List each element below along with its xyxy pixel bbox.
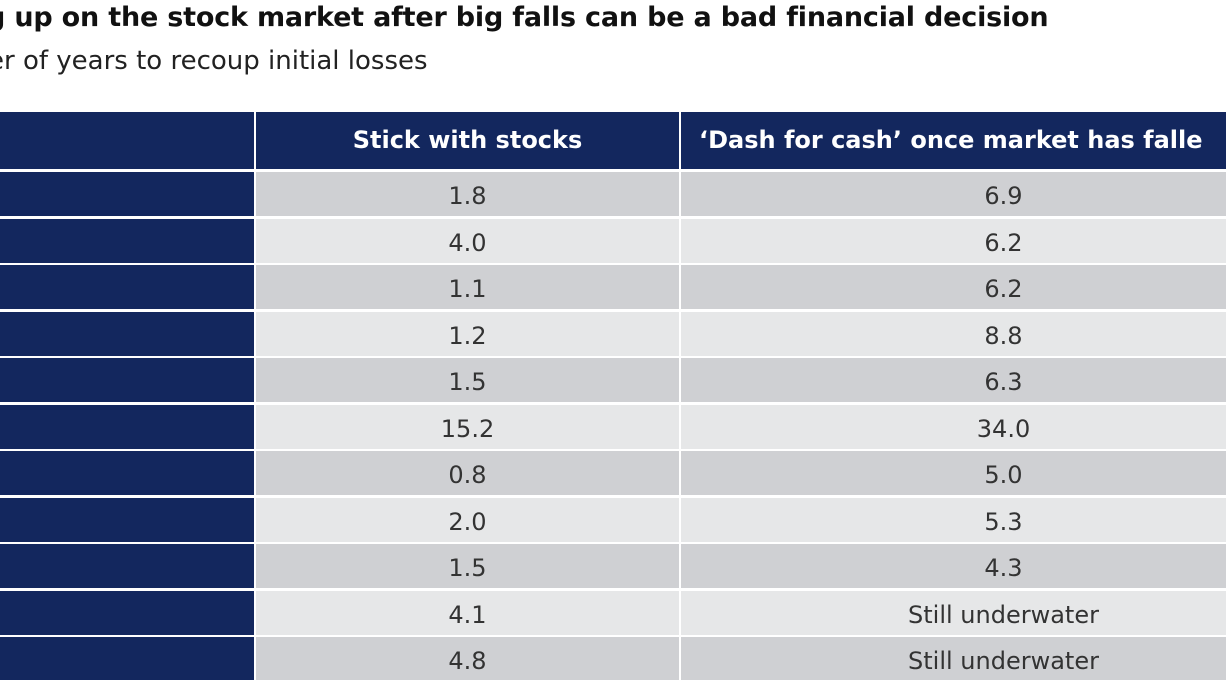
stick-with-stocks-cell: 1.5 <box>256 358 679 402</box>
row-label-cell <box>0 404 254 449</box>
stick-with-stocks-cell: 4.1 <box>256 590 679 635</box>
stick-with-stocks-cell: 1.2 <box>256 311 679 356</box>
table-row: 1.2 8.8 <box>0 311 1226 356</box>
row-label-cell <box>0 544 254 588</box>
table-row: 2.0 5.3 <box>0 497 1226 542</box>
table-row: 15.2 34.0 <box>0 404 1226 449</box>
stick-with-stocks-cell: 15.2 <box>256 404 679 449</box>
table-row: 1.1 6.2 <box>0 265 1226 309</box>
table-row: 0.8 5.0 <box>0 451 1226 495</box>
header-cell-label <box>0 112 254 169</box>
table-row: 1.8 6.9 <box>0 172 1226 216</box>
table-row: 4.1 Still underwater <box>0 590 1226 635</box>
row-label-cell <box>0 265 254 309</box>
row-label-cell <box>0 497 254 542</box>
row-label-cell <box>0 311 254 356</box>
table-row: 1.5 6.3 <box>0 358 1226 402</box>
row-label-cell <box>0 218 254 263</box>
table-row: 4.8 Still underwater <box>0 637 1226 680</box>
row-label-cell <box>0 358 254 402</box>
row-label-cell <box>0 451 254 495</box>
dash-for-cash-cell: 6.2 <box>681 265 1226 309</box>
stick-with-stocks-cell: 1.8 <box>256 172 679 216</box>
stick-with-stocks-cell: 0.8 <box>256 451 679 495</box>
data-table: Stick with stocks ‘Dash for cash’ once m… <box>0 112 1226 680</box>
stick-with-stocks-cell: 1.5 <box>256 544 679 588</box>
dash-for-cash-cell: 5.0 <box>681 451 1226 495</box>
stick-with-stocks-cell: 1.1 <box>256 265 679 309</box>
dash-for-cash-cell: Still underwater <box>681 590 1226 635</box>
dash-for-cash-cell: 34.0 <box>681 404 1226 449</box>
dash-for-cash-cell: Still underwater <box>681 637 1226 680</box>
row-label-cell <box>0 172 254 216</box>
stick-with-stocks-cell: 4.0 <box>256 218 679 263</box>
header-cell-stick-with-stocks: Stick with stocks <box>256 112 679 169</box>
chart-title: g up on the stock market after big falls… <box>0 2 1049 33</box>
dash-for-cash-cell: 6.3 <box>681 358 1226 402</box>
stick-with-stocks-cell: 2.0 <box>256 497 679 542</box>
dash-for-cash-cell: 4.3 <box>681 544 1226 588</box>
stick-with-stocks-cell: 4.8 <box>256 637 679 680</box>
header-divider <box>0 169 1226 172</box>
dash-for-cash-cell: 8.8 <box>681 311 1226 356</box>
dash-for-cash-cell: 6.2 <box>681 218 1226 263</box>
dash-for-cash-cell: 5.3 <box>681 497 1226 542</box>
chart-subtitle: er of years to recoup initial losses <box>0 46 428 76</box>
row-label-cell <box>0 590 254 635</box>
dash-for-cash-cell: 6.9 <box>681 172 1226 216</box>
table-row: 4.0 6.2 <box>0 218 1226 263</box>
row-label-cell <box>0 637 254 680</box>
table-row: 1.5 4.3 <box>0 544 1226 588</box>
header-cell-dash-for-cash: ‘Dash for cash’ once market has falle <box>681 112 1226 169</box>
